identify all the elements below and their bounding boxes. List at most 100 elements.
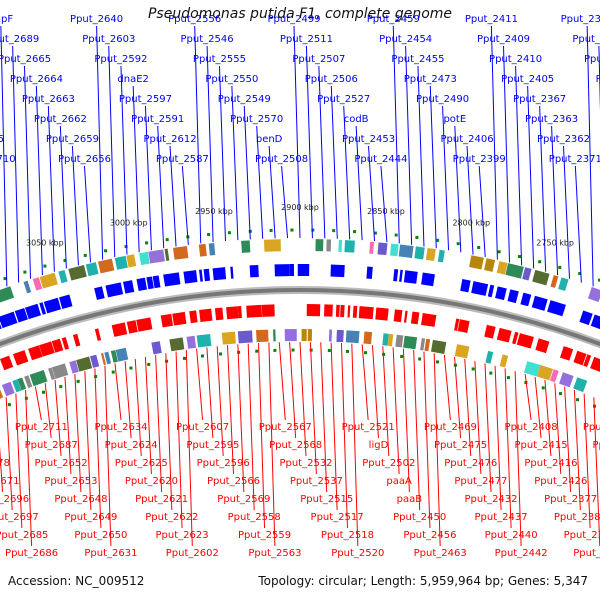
gene-label: Pput_2567 — [259, 422, 312, 433]
forward-gene-arrow — [0, 311, 18, 329]
gene-label: Pput_2622 — [145, 512, 198, 523]
gene-label: ligD — [369, 440, 389, 451]
gene-label: dapF — [0, 14, 13, 25]
topology-text: Topology: circular; Length: 5,959,964 bp… — [258, 574, 588, 588]
cog-feature — [90, 354, 100, 368]
reverse-label-line — [64, 376, 72, 475]
forward-gene-arrow — [14, 308, 28, 323]
tick-dot — [558, 392, 562, 396]
ruler-label: 3000 kbp — [110, 219, 148, 228]
cog-feature — [363, 331, 373, 345]
forward-gene-arrow — [471, 281, 489, 296]
cog-feature — [499, 354, 509, 368]
forward-label-line — [586, 25, 594, 287]
reverse-gene-arrow — [324, 304, 333, 317]
forward-label-line — [330, 85, 338, 239]
gene-label: Pput_2555 — [193, 54, 246, 65]
forward-label-line — [318, 65, 326, 239]
forward-gene-arrow — [43, 297, 62, 314]
reverse-label-line — [402, 348, 410, 493]
gene-label: Pput_2371 — [549, 154, 600, 165]
tick-dot — [497, 250, 501, 254]
forward-label-line — [417, 65, 425, 247]
cog-feature — [437, 249, 445, 263]
gene-label: Pput_2506 — [305, 74, 358, 85]
reverse-label-line — [494, 365, 502, 511]
gene-label: Pput_2405 — [501, 74, 554, 85]
reverse-label-line — [514, 371, 522, 547]
gene-label: Pput_2653 — [44, 476, 97, 487]
reverse-gene-arrow — [410, 311, 420, 325]
gene-label: Pput_2649 — [64, 512, 117, 523]
gene-label: Pput_2363 — [525, 114, 578, 125]
cog-feature — [139, 251, 150, 266]
cog-feature — [336, 329, 344, 343]
reverse-gene-arrow — [199, 308, 213, 322]
cog-feature — [32, 277, 43, 291]
tick-dot — [201, 354, 205, 358]
reverse-label-line — [392, 347, 400, 475]
cog-feature — [221, 331, 236, 345]
gene-label: Pput_2623 — [156, 530, 209, 541]
forward-label-line — [380, 165, 388, 243]
tick-dot — [111, 370, 115, 374]
cog-feature — [169, 337, 185, 352]
tick-dot — [124, 245, 128, 249]
tick-dot — [332, 229, 336, 233]
forward-gene-arrow — [393, 269, 399, 282]
cog-feature — [284, 329, 297, 342]
forward-gene-arrow — [249, 264, 259, 278]
reverse-label-line — [464, 358, 472, 457]
cog-feature — [172, 246, 189, 260]
forward-label-line — [466, 145, 474, 255]
reverse-gene-arrow — [72, 333, 81, 347]
cog-feature — [430, 339, 447, 354]
gene-label: Pput_2399 — [453, 154, 506, 165]
reverse-gene-arrow — [160, 313, 174, 328]
gene-label: Pput_2556 — [168, 14, 221, 25]
tick-dot — [183, 356, 187, 360]
reverse-label-line — [351, 343, 359, 547]
tick-dot — [471, 367, 475, 371]
forward-label-line — [503, 45, 511, 263]
gene-label: Pput_2634 — [94, 422, 147, 433]
tick-dot — [269, 228, 273, 232]
gene-label: Pput_2652 — [35, 458, 88, 469]
reverse-label-line — [196, 348, 204, 421]
forward-label-line — [429, 85, 437, 249]
gene-label: Pput_2621 — [135, 494, 188, 505]
gene-label: Pput_2715 — [0, 134, 4, 145]
forward-gene-arrow — [289, 264, 295, 277]
cog-feature — [536, 365, 554, 381]
tick-dot — [364, 351, 368, 355]
forward-gene-arrow — [0, 323, 2, 330]
forward-label-line — [12, 45, 20, 283]
gene-label: Pput_2473 — [404, 74, 457, 85]
forward-gene-arrow — [399, 269, 403, 282]
reverse-label-line — [278, 342, 286, 421]
gene-label: Pput_2546 — [181, 34, 234, 45]
forward-gene-arrow — [122, 280, 135, 294]
gene-label: Pput_2454 — [379, 34, 432, 45]
ruler-label: 2800 kbp — [452, 219, 490, 228]
forward-label-line — [478, 165, 486, 258]
tick-dot — [129, 366, 133, 370]
cog-feature — [414, 246, 425, 260]
cog-feature — [126, 254, 137, 268]
gene-label: Pput_2597 — [119, 94, 172, 105]
forward-label-line — [144, 105, 152, 251]
reverse-gene-arrow — [189, 310, 198, 324]
cog-feature — [403, 335, 418, 350]
reverse-label-line — [340, 343, 348, 529]
reverse-label-line — [371, 345, 379, 439]
reverse-gene-arrow — [246, 304, 263, 318]
reverse-gene-arrow — [28, 345, 43, 361]
tick-dot — [436, 238, 440, 242]
reverse-label-line — [289, 342, 297, 439]
reverse-label-line — [15, 393, 23, 529]
cog-feature — [328, 329, 333, 342]
cog-feature — [558, 277, 569, 291]
tick-dot — [311, 228, 315, 232]
cog-feature — [395, 334, 404, 348]
